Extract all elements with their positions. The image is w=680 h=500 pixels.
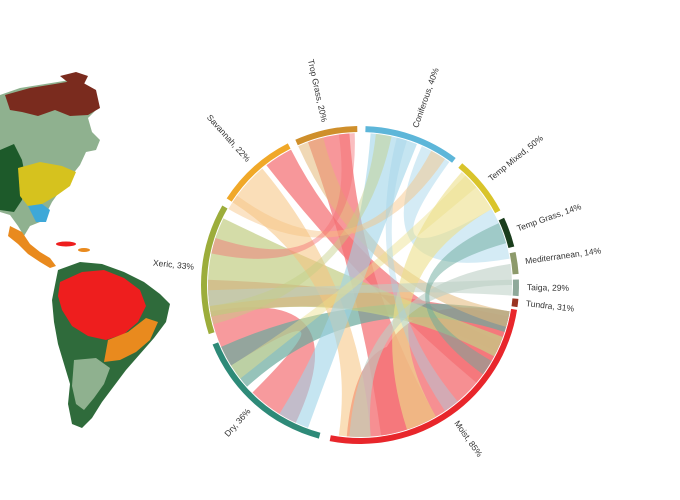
label-xeric: Xeric, 33% [153, 258, 195, 272]
arc-trop-grass [295, 126, 358, 146]
chord-diagram: Moist, 85% Dry, 36% Xeric, 33% Savannah, 22… [153, 58, 603, 459]
ribbon-temp-mixed [392, 172, 492, 430]
boreal-region [0, 144, 26, 212]
arctic-islands [60, 72, 88, 84]
arc-temp-mixed [458, 163, 501, 214]
label-trop-grass: Trop Grass, 20% [306, 58, 330, 123]
ribbon-taiga [208, 279, 513, 307]
caribbean-island [78, 248, 90, 252]
coastal-region [28, 204, 50, 222]
ribbon-moist [211, 133, 355, 259]
label-mediterranean: Mediterranean, 14% [525, 245, 603, 266]
arc-coniferous [365, 126, 456, 163]
chord-ribbons [208, 133, 513, 438]
arc-temp-grass [498, 217, 515, 248]
chord-arcs [201, 126, 519, 444]
arc-mediterranean [509, 251, 519, 275]
arc-xeric [201, 205, 228, 335]
label-moist: Moist, 85% [452, 419, 485, 460]
ribbon-trop-grass [298, 137, 510, 327]
ribbon-coniferous [279, 133, 417, 428]
ribbon-coniferous [385, 137, 458, 412]
label-temp-grass: Temp Grass, 14% [516, 201, 583, 233]
label-coniferous: Coniferous, 40% [410, 66, 441, 129]
label-tundra: Tundra, 31% [525, 298, 575, 313]
label-temp-mixed: Temp Mixed, 50% [486, 133, 545, 184]
label-savannah: Savannah, 22% [205, 112, 253, 164]
ribbon-temp-mixed [231, 175, 477, 379]
southern-temperate-region [72, 358, 110, 410]
tropical-dry-region [104, 318, 158, 362]
ribbon-dry [221, 303, 510, 387]
tundra-region [5, 80, 100, 116]
grassland-region [18, 162, 76, 206]
arc-tundra [511, 298, 519, 308]
central-america [8, 226, 56, 268]
rainforest-region [58, 270, 146, 340]
arc-savannah [226, 143, 291, 202]
ribbon-xeric [209, 133, 392, 325]
ribbon-dry [425, 223, 507, 375]
label-taiga: Taiga, 29% [527, 282, 570, 293]
label-dry: Dry, 36% [222, 406, 253, 439]
americas-biome-map [0, 72, 170, 428]
arc-taiga [512, 279, 519, 297]
caribbean-island [56, 241, 76, 247]
ribbon-moist [210, 307, 316, 423]
